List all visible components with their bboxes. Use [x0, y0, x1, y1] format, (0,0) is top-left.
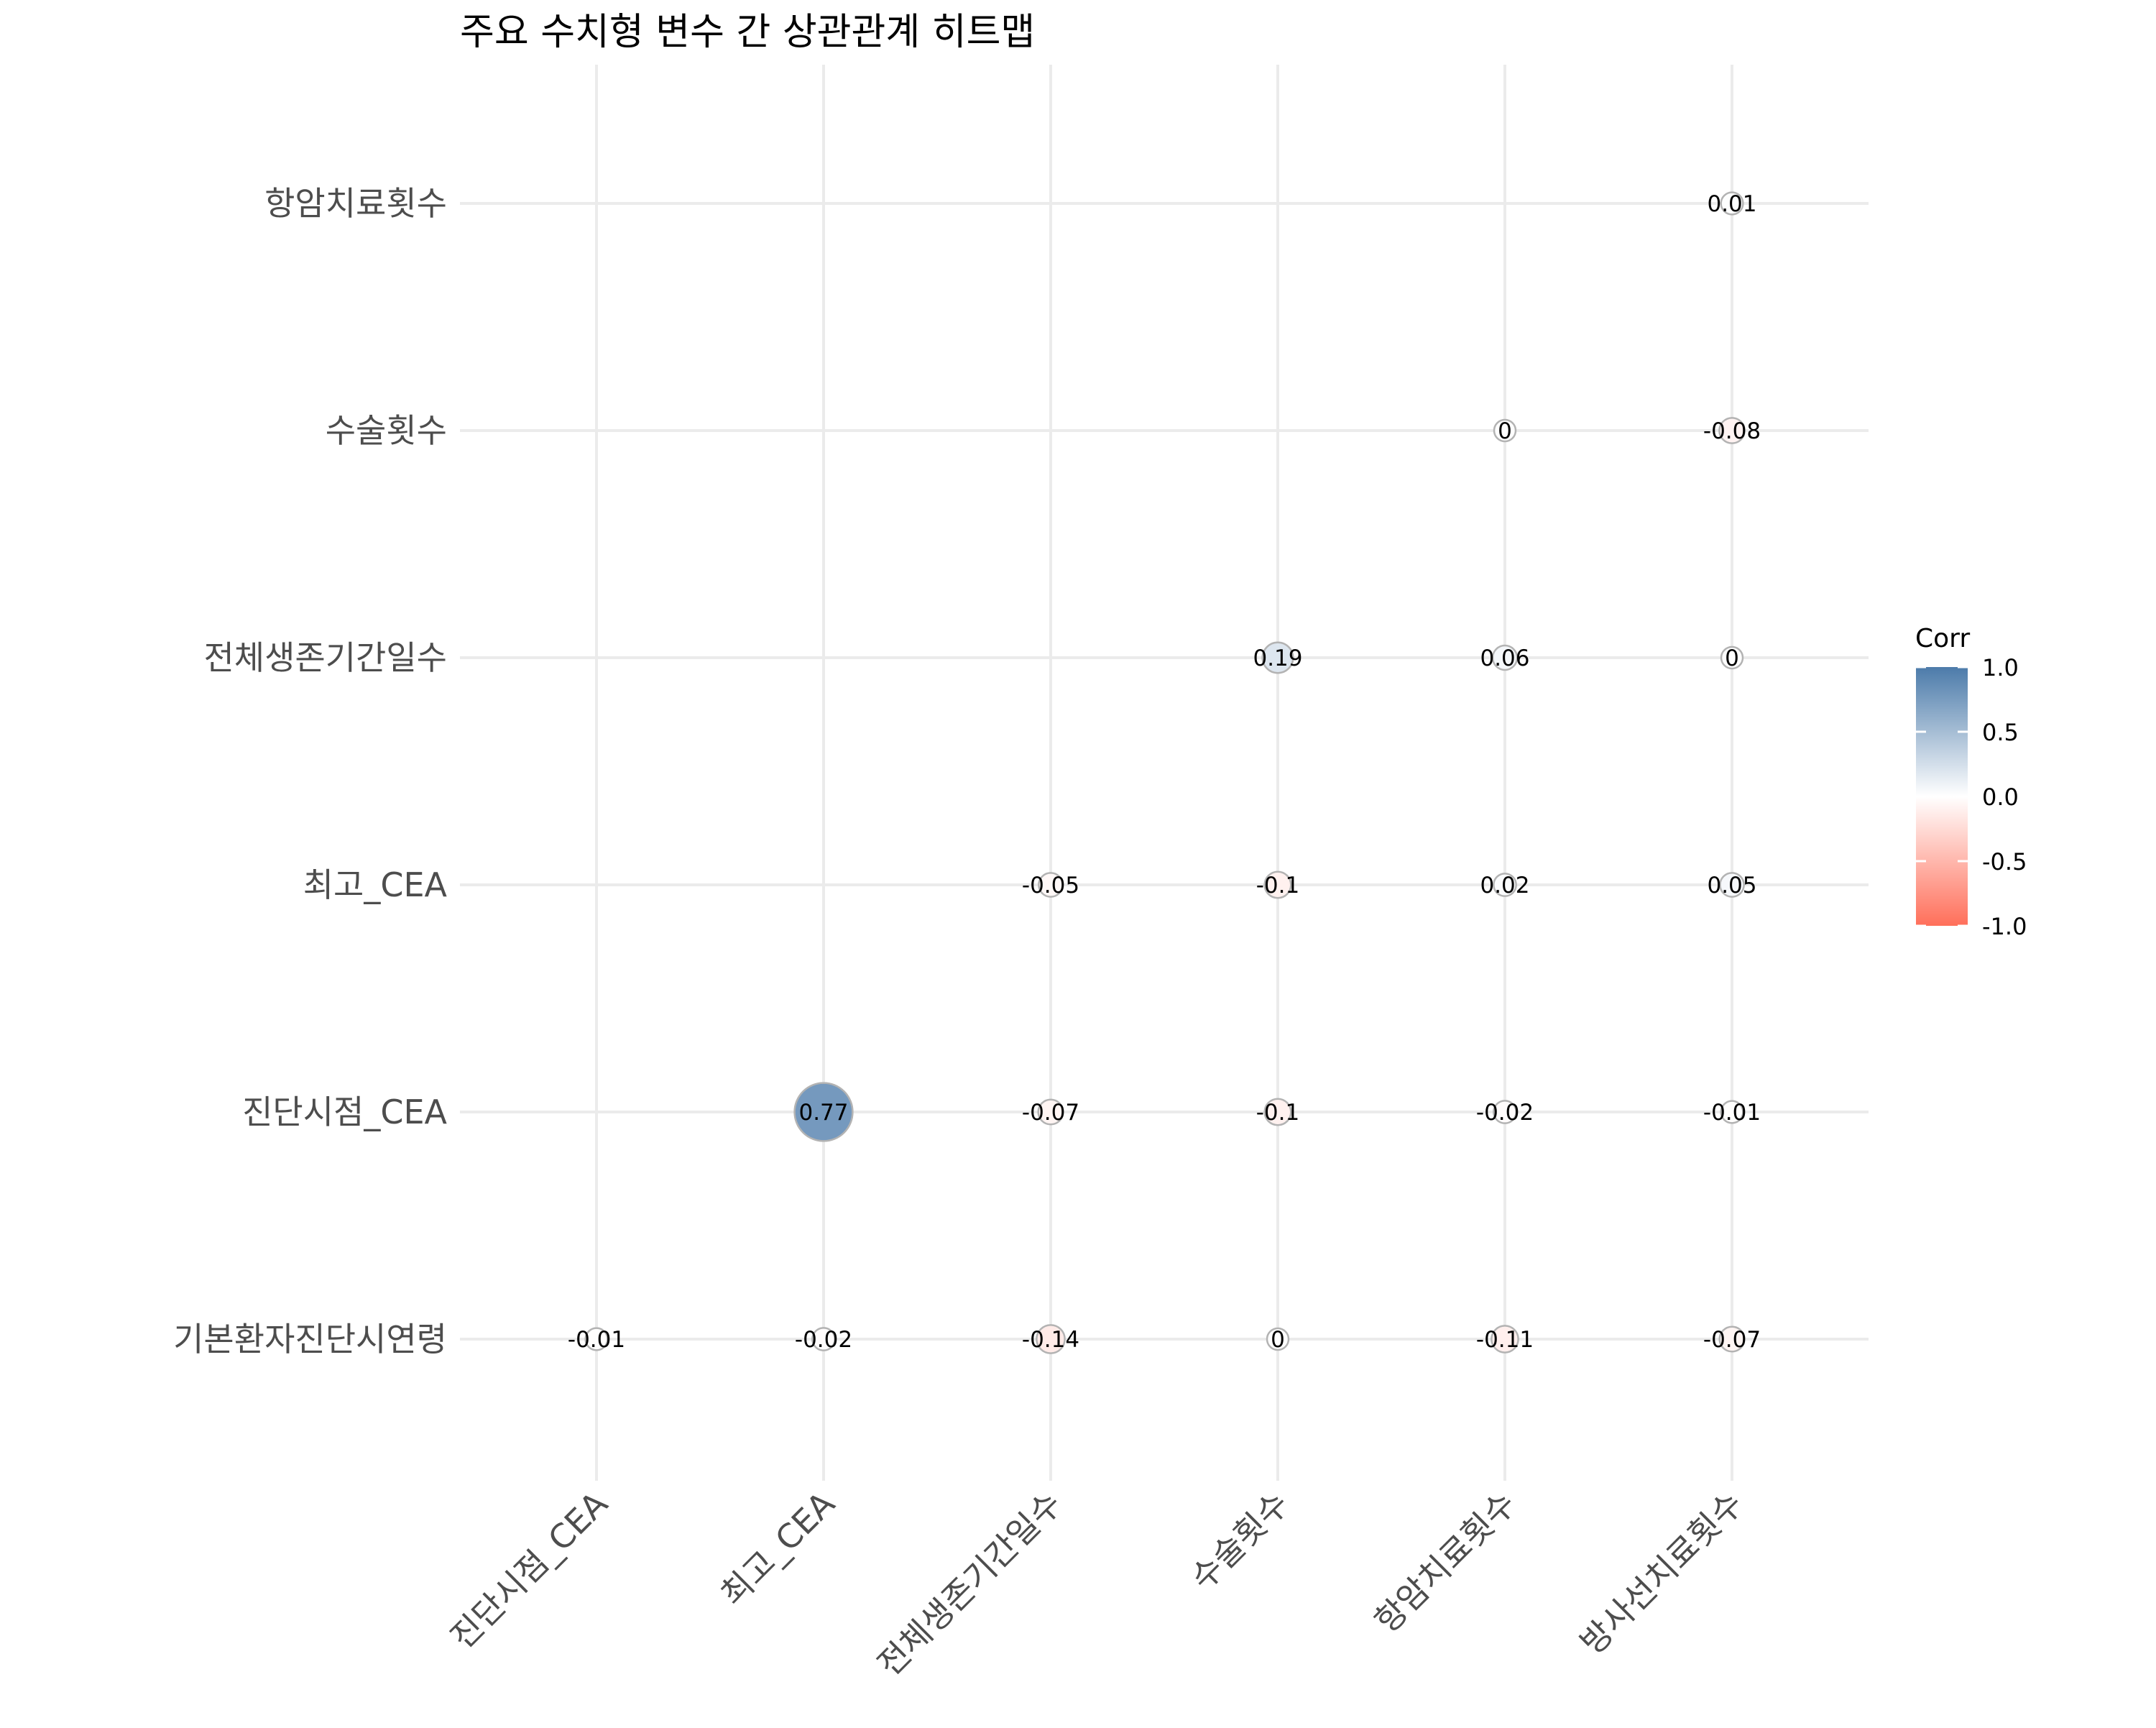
correlation-circle — [1037, 1098, 1064, 1126]
correlation-circle — [1491, 1325, 1519, 1354]
x-tick-label: 수술횟수 — [1183, 1484, 1296, 1598]
correlation-value-label: -0.02 — [795, 1327, 852, 1353]
correlation-circle — [1266, 1327, 1290, 1351]
correlation-circle — [1718, 417, 1746, 444]
grid-lines — [460, 65, 1869, 1481]
correlation-circle — [1718, 1325, 1746, 1353]
x-tick-label: 항암치료횟수 — [1367, 1484, 1524, 1641]
correlation-circle — [1720, 1100, 1744, 1124]
correlation-value-label: -0.1 — [1256, 1100, 1300, 1126]
chart-title: 주요 수치형 변수 간 상관관계 히트맵 — [460, 11, 1035, 54]
correlation-circle — [1720, 191, 1744, 216]
x-tick-label: 진단시점_CEA — [443, 1484, 615, 1656]
y-tick-label: 수술횟수 — [326, 411, 447, 450]
correlation-value-label: -0.05 — [1022, 873, 1079, 899]
correlation-value-label: 0.06 — [1480, 645, 1529, 671]
correlation-value-label: -0.01 — [1703, 1100, 1761, 1126]
correlation-circle — [1261, 641, 1294, 674]
legend-tick-label: 1.0 — [1982, 654, 2019, 681]
x-tick-label: 최고_CEA — [713, 1484, 842, 1613]
legend-tick-label: 0.0 — [1982, 783, 2019, 811]
correlation-value-label: 0.77 — [798, 1100, 848, 1126]
correlation-value-label: 0 — [1725, 645, 1739, 671]
x-axis-tick-labels: 진단시점_CEA 최고_CEA 전체생존기간일수 수술횟수 항암치료횟수 방사선치료횟수 — [443, 1484, 1751, 1683]
correlation-circle — [1719, 872, 1745, 898]
correlation-markers — [584, 191, 1746, 1354]
color-legend: Corr 1.0 0.5 0.0 -0.5 -1.0 — [1915, 624, 2027, 940]
correlation-value-label: 0.05 — [1707, 873, 1756, 899]
correlation-value-label: 0.19 — [1253, 645, 1302, 671]
y-axis-tick-labels: 기본환자진단시연령 진단시점_CEA 최고_CEA 전체생존기간일수 수술횟수 항암치료횟… — [173, 184, 447, 1359]
correlation-value-label: 0.02 — [1480, 873, 1529, 899]
legend-title: Corr — [1915, 624, 1970, 653]
x-tick-label: 방사선치료횟수 — [1572, 1484, 1751, 1663]
correlation-circle — [1491, 644, 1519, 671]
legend-tick-label: -0.5 — [1982, 848, 2027, 876]
correlation-circle — [1493, 1100, 1517, 1124]
correlation-value-label: -0.02 — [1476, 1100, 1534, 1126]
correlation-circle — [811, 1327, 836, 1351]
correlation-value-label: -0.07 — [1022, 1100, 1079, 1126]
y-tick-label: 항암치료횟수 — [264, 184, 447, 223]
correlation-circle — [1720, 645, 1744, 670]
correlation-circle — [1263, 1098, 1292, 1126]
correlation-circle — [1038, 872, 1064, 898]
correlation-value-label: 0.01 — [1707, 191, 1756, 217]
y-tick-label: 최고_CEA — [303, 865, 448, 904]
correlation-value-label: -0.1 — [1256, 873, 1300, 899]
correlation-circle — [1036, 1324, 1066, 1354]
correlation-circle — [1263, 870, 1292, 899]
legend-tick-label: 0.5 — [1982, 719, 2019, 746]
y-tick-label: 진단시점_CEA — [242, 1093, 447, 1131]
correlation-circle — [793, 1082, 854, 1142]
correlation-value-label: -0.08 — [1703, 418, 1761, 444]
correlation-labels: -0.01 -0.02 -0.14 0 -0.11 -0.07 0.77 -0.07 -0.1 -… — [568, 191, 1761, 1353]
correlation-value-label: 0 — [1498, 418, 1512, 444]
correlation-value-label: -0.11 — [1476, 1327, 1534, 1353]
correlation-value-label: -0.07 — [1703, 1327, 1761, 1353]
correlation-circle — [1493, 418, 1517, 443]
correlation-circle — [584, 1327, 609, 1351]
y-tick-label: 전체생존기간일수 — [203, 638, 447, 677]
correlation-value-label: -0.01 — [568, 1327, 625, 1353]
correlation-circle — [1493, 873, 1517, 897]
correlation-value-label: 0 — [1271, 1327, 1285, 1353]
y-tick-label: 기본환자진단시연령 — [173, 1320, 447, 1359]
legend-tick-label: -1.0 — [1982, 913, 2027, 940]
correlation-value-label: -0.14 — [1022, 1327, 1079, 1353]
x-tick-label: 전체생존기간일수 — [870, 1484, 1069, 1684]
